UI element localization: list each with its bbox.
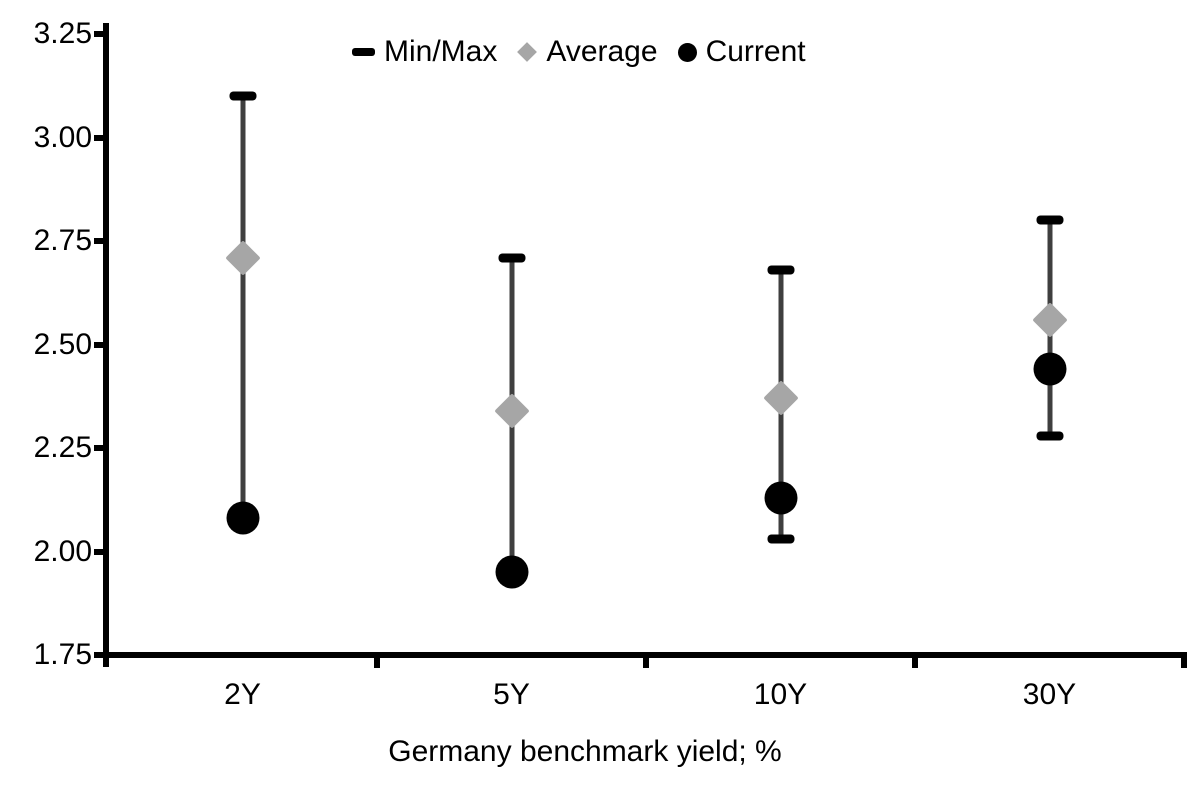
current-marker-30y [1033, 352, 1066, 386]
max-cap-5y [498, 253, 525, 263]
x-axis-tick [1181, 652, 1187, 668]
y-axis-tick [94, 548, 109, 555]
average-marker-5y [493, 393, 530, 429]
max-cap-10y [767, 265, 794, 275]
average-diamond-icon [517, 42, 538, 62]
x-axis-tick [912, 652, 918, 668]
legend-item-minmax: Min/Max [352, 34, 497, 70]
max-cap-2y [229, 91, 256, 101]
x-axis-title: Germany benchmark yield; % [388, 735, 782, 768]
y-axis-tick [94, 445, 109, 451]
y-tick-label: 2.75 [33, 224, 92, 257]
legend-item-average: Average [517, 34, 658, 70]
max-cap-30y [1036, 215, 1063, 225]
y-axis-tick [94, 134, 109, 141]
legend-label-average: Average [546, 35, 658, 68]
whisker-2y [240, 96, 245, 519]
legend-item-current: Current [677, 34, 806, 70]
x-axis-tick [643, 652, 649, 668]
current-marker-5y [495, 555, 528, 589]
min-cap-30y [1036, 431, 1063, 441]
average-marker-30y [1031, 301, 1068, 338]
legend-label-minmax: Min/Max [384, 35, 498, 68]
y-tick-label: 2.25 [33, 431, 92, 464]
average-marker-10y [762, 380, 799, 416]
minmax-dash-icon [352, 48, 375, 56]
y-axis-tick [94, 341, 109, 348]
x-axis-tick [374, 652, 380, 668]
y-axis-tick [94, 652, 109, 658]
y-axis-tick [94, 238, 109, 244]
x-category-label-10y: 10Y [753, 678, 808, 711]
y-axis-tick [94, 31, 109, 37]
current-marker-10y [764, 481, 797, 515]
y-tick-label: 2.50 [33, 327, 92, 361]
y-tick-label: 1.75 [33, 638, 92, 671]
legend-label-current: Current [705, 35, 806, 68]
y-tick-label: 2.00 [33, 534, 92, 568]
x-category-label-5y: 5Y [493, 678, 530, 711]
y-tick-label: 3.25 [33, 17, 92, 50]
current-marker-2y [226, 501, 259, 535]
current-circle-icon [677, 42, 697, 62]
x-category-label-2y: 2Y [224, 678, 261, 711]
x-category-label-30y: 30Y [1022, 678, 1077, 711]
y-tick-label: 3.00 [33, 120, 92, 154]
legend: Min/Max Average Current [352, 34, 806, 70]
min-cap-10y [767, 534, 794, 544]
average-marker-2y [224, 239, 261, 276]
